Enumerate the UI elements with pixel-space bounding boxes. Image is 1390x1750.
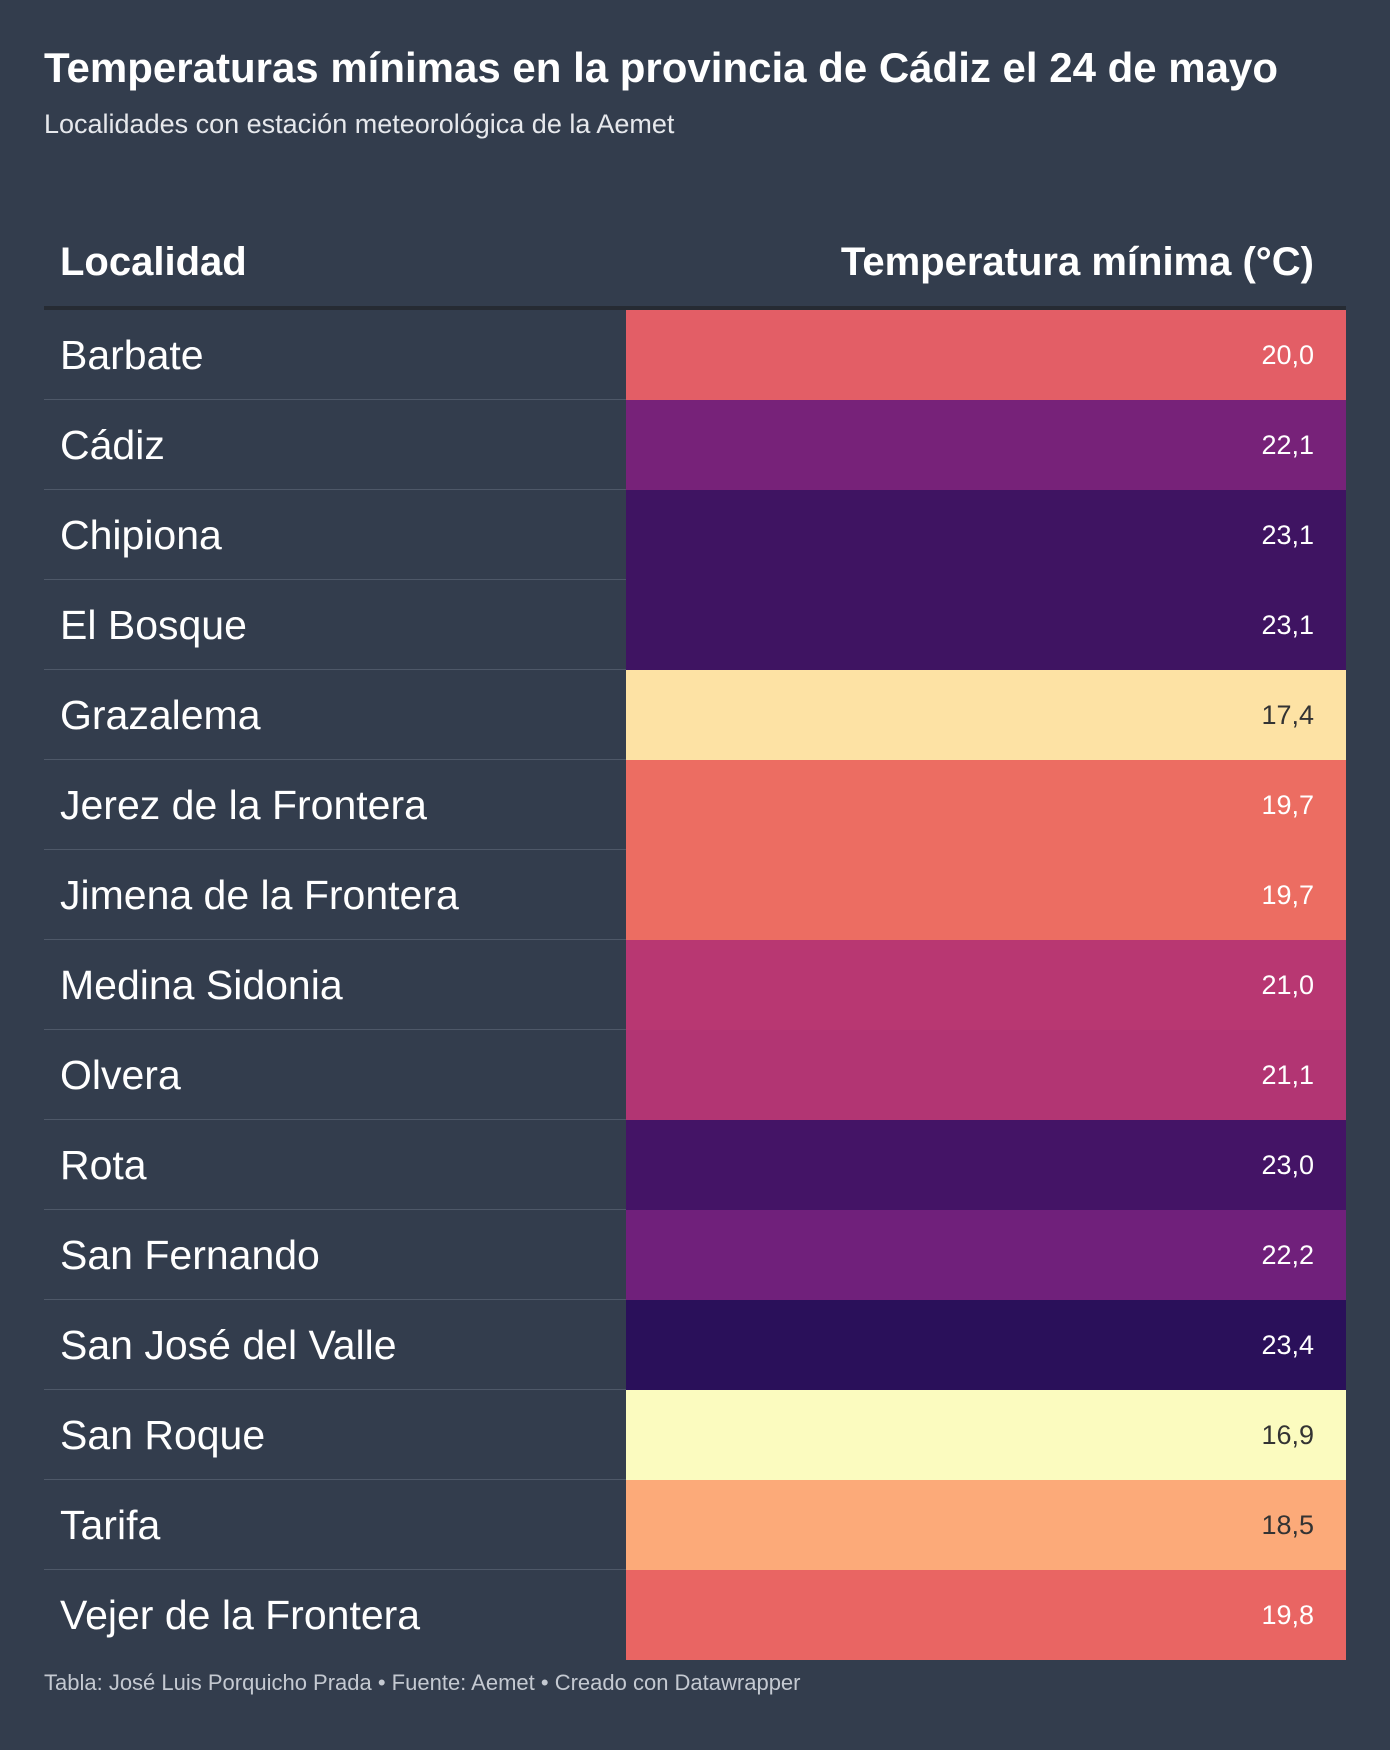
temperature-heat-cell: 22,1 [626, 400, 1346, 490]
table-row: Medina Sidonia 21,0 [44, 940, 1346, 1030]
temperature-value: 16,9 [1261, 1420, 1314, 1450]
table-row: Vejer de la Frontera 19,8 [44, 1570, 1346, 1660]
temperature-value: 19,8 [1261, 1600, 1314, 1630]
localidad-cell: Olvera [60, 1052, 181, 1098]
localidad-cell: Barbate [60, 332, 204, 378]
table-row: El Bosque 23,1 [44, 580, 1346, 670]
localidad-cell: Rota [60, 1142, 147, 1188]
temperature-heat-cell: 21,1 [626, 1030, 1346, 1120]
temperature-heat-cell: 23,4 [626, 1300, 1346, 1390]
temperature-value: 22,1 [1261, 430, 1314, 460]
localidad-cell: El Bosque [60, 602, 247, 648]
localidad-cell: Chipiona [60, 512, 222, 558]
localidad-cell: Medina Sidonia [60, 962, 343, 1008]
temperature-value: 23,0 [1261, 1150, 1314, 1180]
localidad-cell: Tarifa [60, 1502, 161, 1548]
temperature-heat-cell: 19,7 [626, 850, 1346, 940]
table-header: Localidad Temperatura mínima (°C) [44, 195, 1346, 310]
temperature-heat-cell: 20,0 [626, 310, 1346, 400]
table-row: Rota 23,0 [44, 1120, 1346, 1210]
table-row: Cádiz 22,1 [44, 400, 1346, 490]
table-row: Olvera 21,1 [44, 1030, 1346, 1120]
temperature-value: 17,4 [1261, 700, 1314, 730]
localidad-cell: Jimena de la Frontera [60, 872, 459, 918]
localidad-cell: Cádiz [60, 422, 165, 468]
temperature-value: 23,1 [1261, 520, 1314, 550]
table-row: Jerez de la Frontera 19,7 [44, 760, 1346, 850]
chart-subtitle: Localidades con estación meteorológica d… [44, 109, 675, 139]
table-row: San Fernando 22,2 [44, 1210, 1346, 1300]
temperature-value: 20,0 [1261, 340, 1314, 370]
temperature-heat-cell: 23,1 [626, 580, 1346, 670]
temperature-heat-cell: 22,2 [626, 1210, 1346, 1300]
table-row: Grazalema 17,4 [44, 670, 1346, 760]
table-row: Barbate 20,0 [44, 310, 1346, 400]
temperature-heat-cell: 19,8 [626, 1570, 1346, 1660]
temperature-heat-cell: 17,4 [626, 670, 1346, 760]
temperature-heat-cell: 23,1 [626, 490, 1346, 580]
temperature-heat-cell: 16,9 [626, 1390, 1346, 1480]
localidad-cell: San José del Valle [60, 1322, 397, 1368]
temperature-heat-cell: 21,0 [626, 940, 1346, 1030]
localidad-cell: Grazalema [60, 692, 261, 738]
localidad-cell: San Roque [60, 1412, 266, 1458]
table-row: Jimena de la Frontera 19,7 [44, 850, 1346, 940]
temperature-value: 18,5 [1261, 1510, 1314, 1540]
temperature-heat-cell: 19,7 [626, 760, 1346, 850]
table-row: San José del Valle 23,4 [44, 1300, 1346, 1390]
temperature-value: 23,4 [1261, 1330, 1314, 1360]
column-header-localidad[interactable]: Localidad [60, 240, 247, 284]
chart-title: Temperaturas mínimas en la provincia de … [44, 44, 1279, 91]
temperature-value: 21,0 [1261, 970, 1314, 1000]
data-table: Localidad Temperatura mínima (°C) Barbat… [44, 195, 1346, 1660]
temperature-value: 22,2 [1261, 1240, 1314, 1270]
table-row: Chipiona 23,1 [44, 490, 1346, 580]
table-body: Barbate 20,0 Cádiz 22,1 Chipiona 23,1 El Bosqu… [44, 310, 1346, 1660]
table-row: San Roque 16,9 [44, 1390, 1346, 1480]
chart-container: Temperaturas mínimas en la provincia de … [44, 40, 1346, 1660]
column-header-temperatura[interactable]: Temperatura mínima (°C) [840, 240, 1314, 284]
localidad-cell: Jerez de la Frontera [60, 782, 427, 828]
temperature-value: 21,1 [1261, 1060, 1314, 1090]
temperature-value: 23,1 [1261, 610, 1314, 640]
chart-footer: Tabla: José Luis Porquicho Prada • Fuent… [44, 1670, 801, 1695]
temperature-value: 19,7 [1261, 880, 1314, 910]
table-row: Tarifa 18,5 [44, 1480, 1346, 1570]
temperature-heat-cell: 18,5 [626, 1480, 1346, 1570]
localidad-cell: San Fernando [60, 1232, 320, 1278]
localidad-cell: Vejer de la Frontera [60, 1592, 421, 1638]
temperature-heat-cell: 23,0 [626, 1120, 1346, 1210]
temperature-value: 19,7 [1261, 790, 1314, 820]
